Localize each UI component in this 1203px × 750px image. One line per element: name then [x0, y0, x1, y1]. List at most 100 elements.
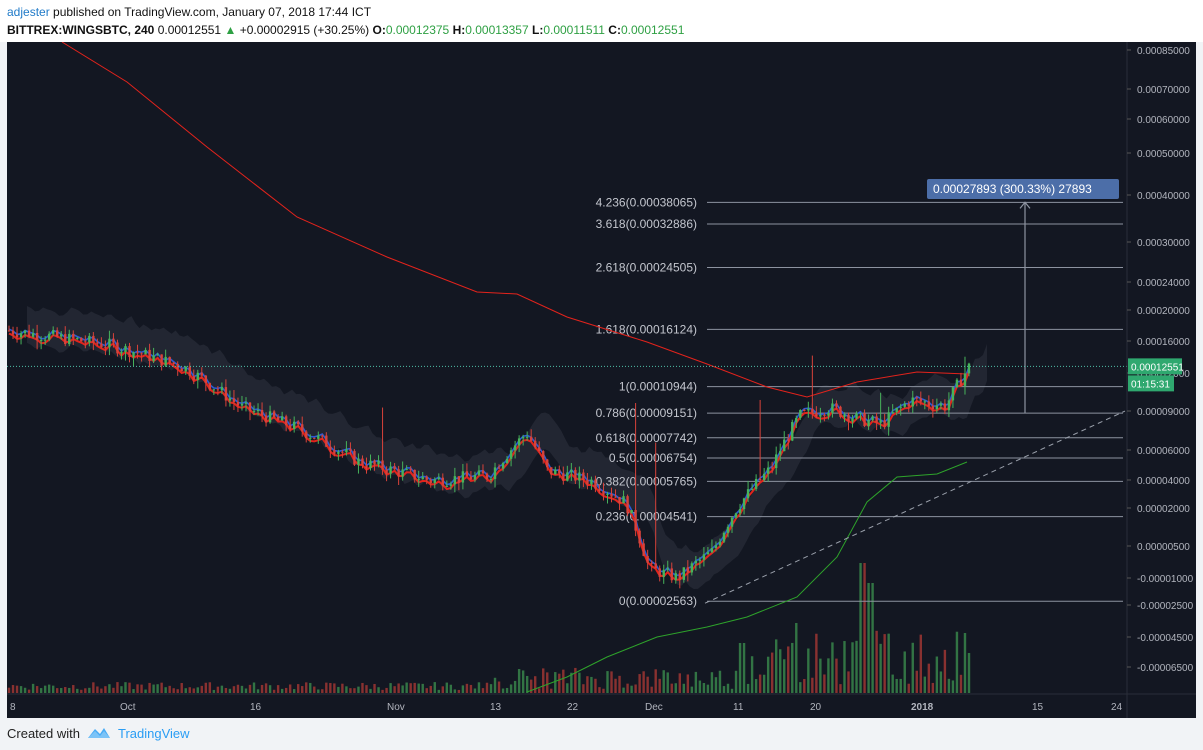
volume-bar — [758, 674, 762, 693]
up-arrow-icon: ▲ — [224, 23, 237, 37]
y-tick-label: 0.00000500 — [1137, 542, 1190, 553]
volume-bar — [947, 678, 951, 693]
y-tick-label: 0.00020000 — [1137, 306, 1190, 317]
volume-bar — [200, 685, 204, 693]
volume-bar — [634, 684, 637, 693]
candle-body — [405, 469, 408, 471]
volume-bar — [357, 686, 360, 693]
x-tick-label: 24 — [1111, 702, 1123, 713]
candle-body — [35, 332, 39, 341]
volume-bar — [859, 563, 862, 693]
candle-body — [47, 333, 51, 340]
candle-body — [124, 346, 127, 352]
candle-body — [554, 469, 557, 475]
candle-body — [64, 334, 67, 345]
volume-bar — [754, 679, 758, 693]
volume-bar — [835, 658, 838, 693]
candle-body — [967, 363, 971, 374]
candle-body — [433, 479, 436, 484]
candle-body — [148, 349, 151, 361]
volume-bar — [738, 643, 742, 693]
volume-bar — [706, 684, 710, 693]
volume-bar — [799, 682, 802, 693]
candle-body — [718, 541, 722, 546]
volume-bar — [39, 688, 43, 693]
candle-body — [501, 463, 505, 469]
candle-body — [31, 332, 35, 337]
volume-bar — [662, 670, 665, 693]
volume-bar — [774, 639, 778, 693]
volume-bar — [807, 648, 810, 693]
volume-bar — [23, 687, 27, 693]
last-price-box — [1128, 358, 1182, 375]
candle-body — [341, 451, 344, 453]
volume-bar — [538, 688, 541, 693]
candle-body — [361, 458, 364, 466]
symbol-name[interactable]: BITTREX:WINGSBTC, 240 — [7, 23, 155, 37]
volume-bar — [594, 678, 597, 693]
candle-body — [23, 330, 27, 334]
candle-body — [493, 467, 497, 479]
candle-body — [586, 479, 589, 485]
candle-body — [529, 436, 533, 441]
candle-body — [288, 425, 292, 430]
candle-body — [84, 341, 87, 343]
tradingview-link[interactable]: TradingView — [118, 726, 190, 741]
y-tick-label: 0.00040000 — [1137, 191, 1190, 202]
candle-body — [722, 532, 726, 542]
volume-bar — [405, 682, 408, 693]
y-tick-label: -0.00001000 — [1137, 574, 1194, 585]
candle-body — [469, 476, 473, 480]
volume-bar — [248, 684, 252, 693]
close-label: C: — [608, 23, 621, 37]
volume-bar — [152, 684, 155, 693]
volume-bar — [309, 682, 312, 693]
candle-body — [453, 476, 457, 485]
fibonacci-layer: 4.236(0.00038065) 3.618(0.00032886) 2.618(… — [596, 195, 1123, 608]
candle-body — [963, 373, 967, 386]
volume-bar — [694, 671, 698, 693]
candle-body — [750, 488, 754, 490]
candle-body — [497, 467, 501, 469]
volume-bar — [341, 683, 344, 693]
candle-body — [337, 451, 340, 454]
fib-level-label: 2.618(0.00024505) — [596, 260, 697, 274]
chart-area[interactable]: 4.236(0.00038065) 3.618(0.00032886) 2.618(… — [7, 42, 1196, 718]
candle-body — [441, 477, 445, 487]
publisher-link[interactable]: adjester — [7, 5, 50, 19]
candle-body — [104, 347, 107, 349]
created-with-text: Created with — [7, 726, 80, 741]
candle-body — [935, 405, 939, 410]
volume-bar — [533, 676, 537, 693]
candle-body — [60, 334, 63, 337]
volume-bar — [787, 646, 790, 693]
volume-bar — [180, 683, 183, 693]
volume-bar — [27, 689, 31, 693]
candle-body — [578, 472, 581, 481]
price-chart[interactable]: 4.236(0.00038065) 3.618(0.00032886) 2.618(… — [7, 42, 1196, 718]
candle-body — [204, 375, 208, 384]
volume-bar — [64, 687, 67, 693]
x-tick-label: 13 — [490, 702, 502, 713]
volume-bar — [156, 684, 159, 693]
volume-bar — [449, 684, 453, 693]
volume-bar — [365, 685, 368, 693]
candle-body — [590, 479, 593, 485]
candle-body — [943, 403, 947, 411]
candle-body — [212, 389, 216, 391]
candle-body — [799, 410, 802, 418]
volume-bar — [907, 683, 910, 693]
volume-bar — [574, 667, 577, 693]
volume-bar — [349, 688, 352, 693]
volume-bar — [445, 682, 449, 693]
y-tick-label: 0.00030000 — [1137, 238, 1190, 249]
candle-body — [365, 465, 368, 469]
candle-body — [389, 466, 392, 474]
candle-body — [706, 552, 710, 555]
volume-bar — [702, 683, 706, 693]
candle-body — [517, 438, 521, 446]
volume-bar — [276, 685, 280, 693]
volume-bar — [15, 685, 19, 693]
y-tick-label: 0.00016000 — [1137, 337, 1190, 348]
volume-bar — [100, 688, 103, 693]
